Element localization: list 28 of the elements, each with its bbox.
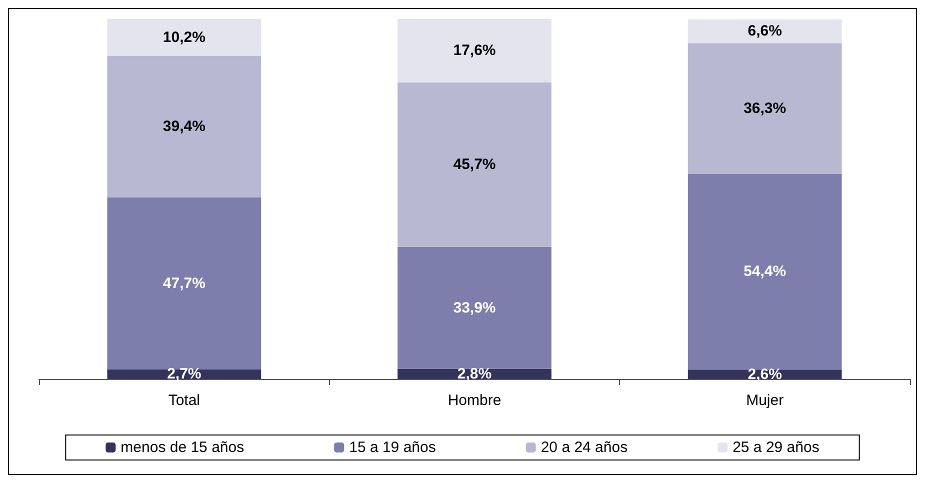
- bar: [107, 19, 262, 56]
- bar: [398, 246, 552, 369]
- legend-label: 25 a 29 años: [732, 439, 820, 456]
- data-label: 10,2%: [162, 28, 206, 46]
- x-tick-label: Hombre: [448, 392, 502, 409]
- x-tick-label: Total: [168, 392, 200, 409]
- bar: [688, 19, 842, 44]
- bar: [688, 43, 842, 174]
- data-label: 36,3%: [744, 100, 786, 117]
- data-label: 54,4%: [744, 263, 786, 280]
- bar: [398, 82, 552, 247]
- data-label: 17,6%: [453, 42, 496, 60]
- data-label: 39,4%: [162, 118, 206, 136]
- data-label: 2,7%: [167, 366, 202, 383]
- data-label: 33,9%: [453, 299, 496, 316]
- data-label: 45,7%: [453, 156, 496, 174]
- data-label: 2,6%: [748, 366, 782, 383]
- bar: [398, 19, 552, 82]
- data-label: 2,8%: [457, 365, 492, 382]
- x-tick-label: Mujer: [746, 392, 784, 409]
- bar: [107, 56, 262, 198]
- legend-label: 15 a 19 años: [349, 439, 436, 456]
- bar: [107, 198, 262, 370]
- data-label: 47,7%: [162, 274, 206, 292]
- data-label: 6,6%: [748, 22, 782, 40]
- bar: [688, 174, 842, 370]
- legend-label: menos de 15 años: [120, 439, 244, 456]
- legend-label: 20 a 24 años: [540, 439, 628, 456]
